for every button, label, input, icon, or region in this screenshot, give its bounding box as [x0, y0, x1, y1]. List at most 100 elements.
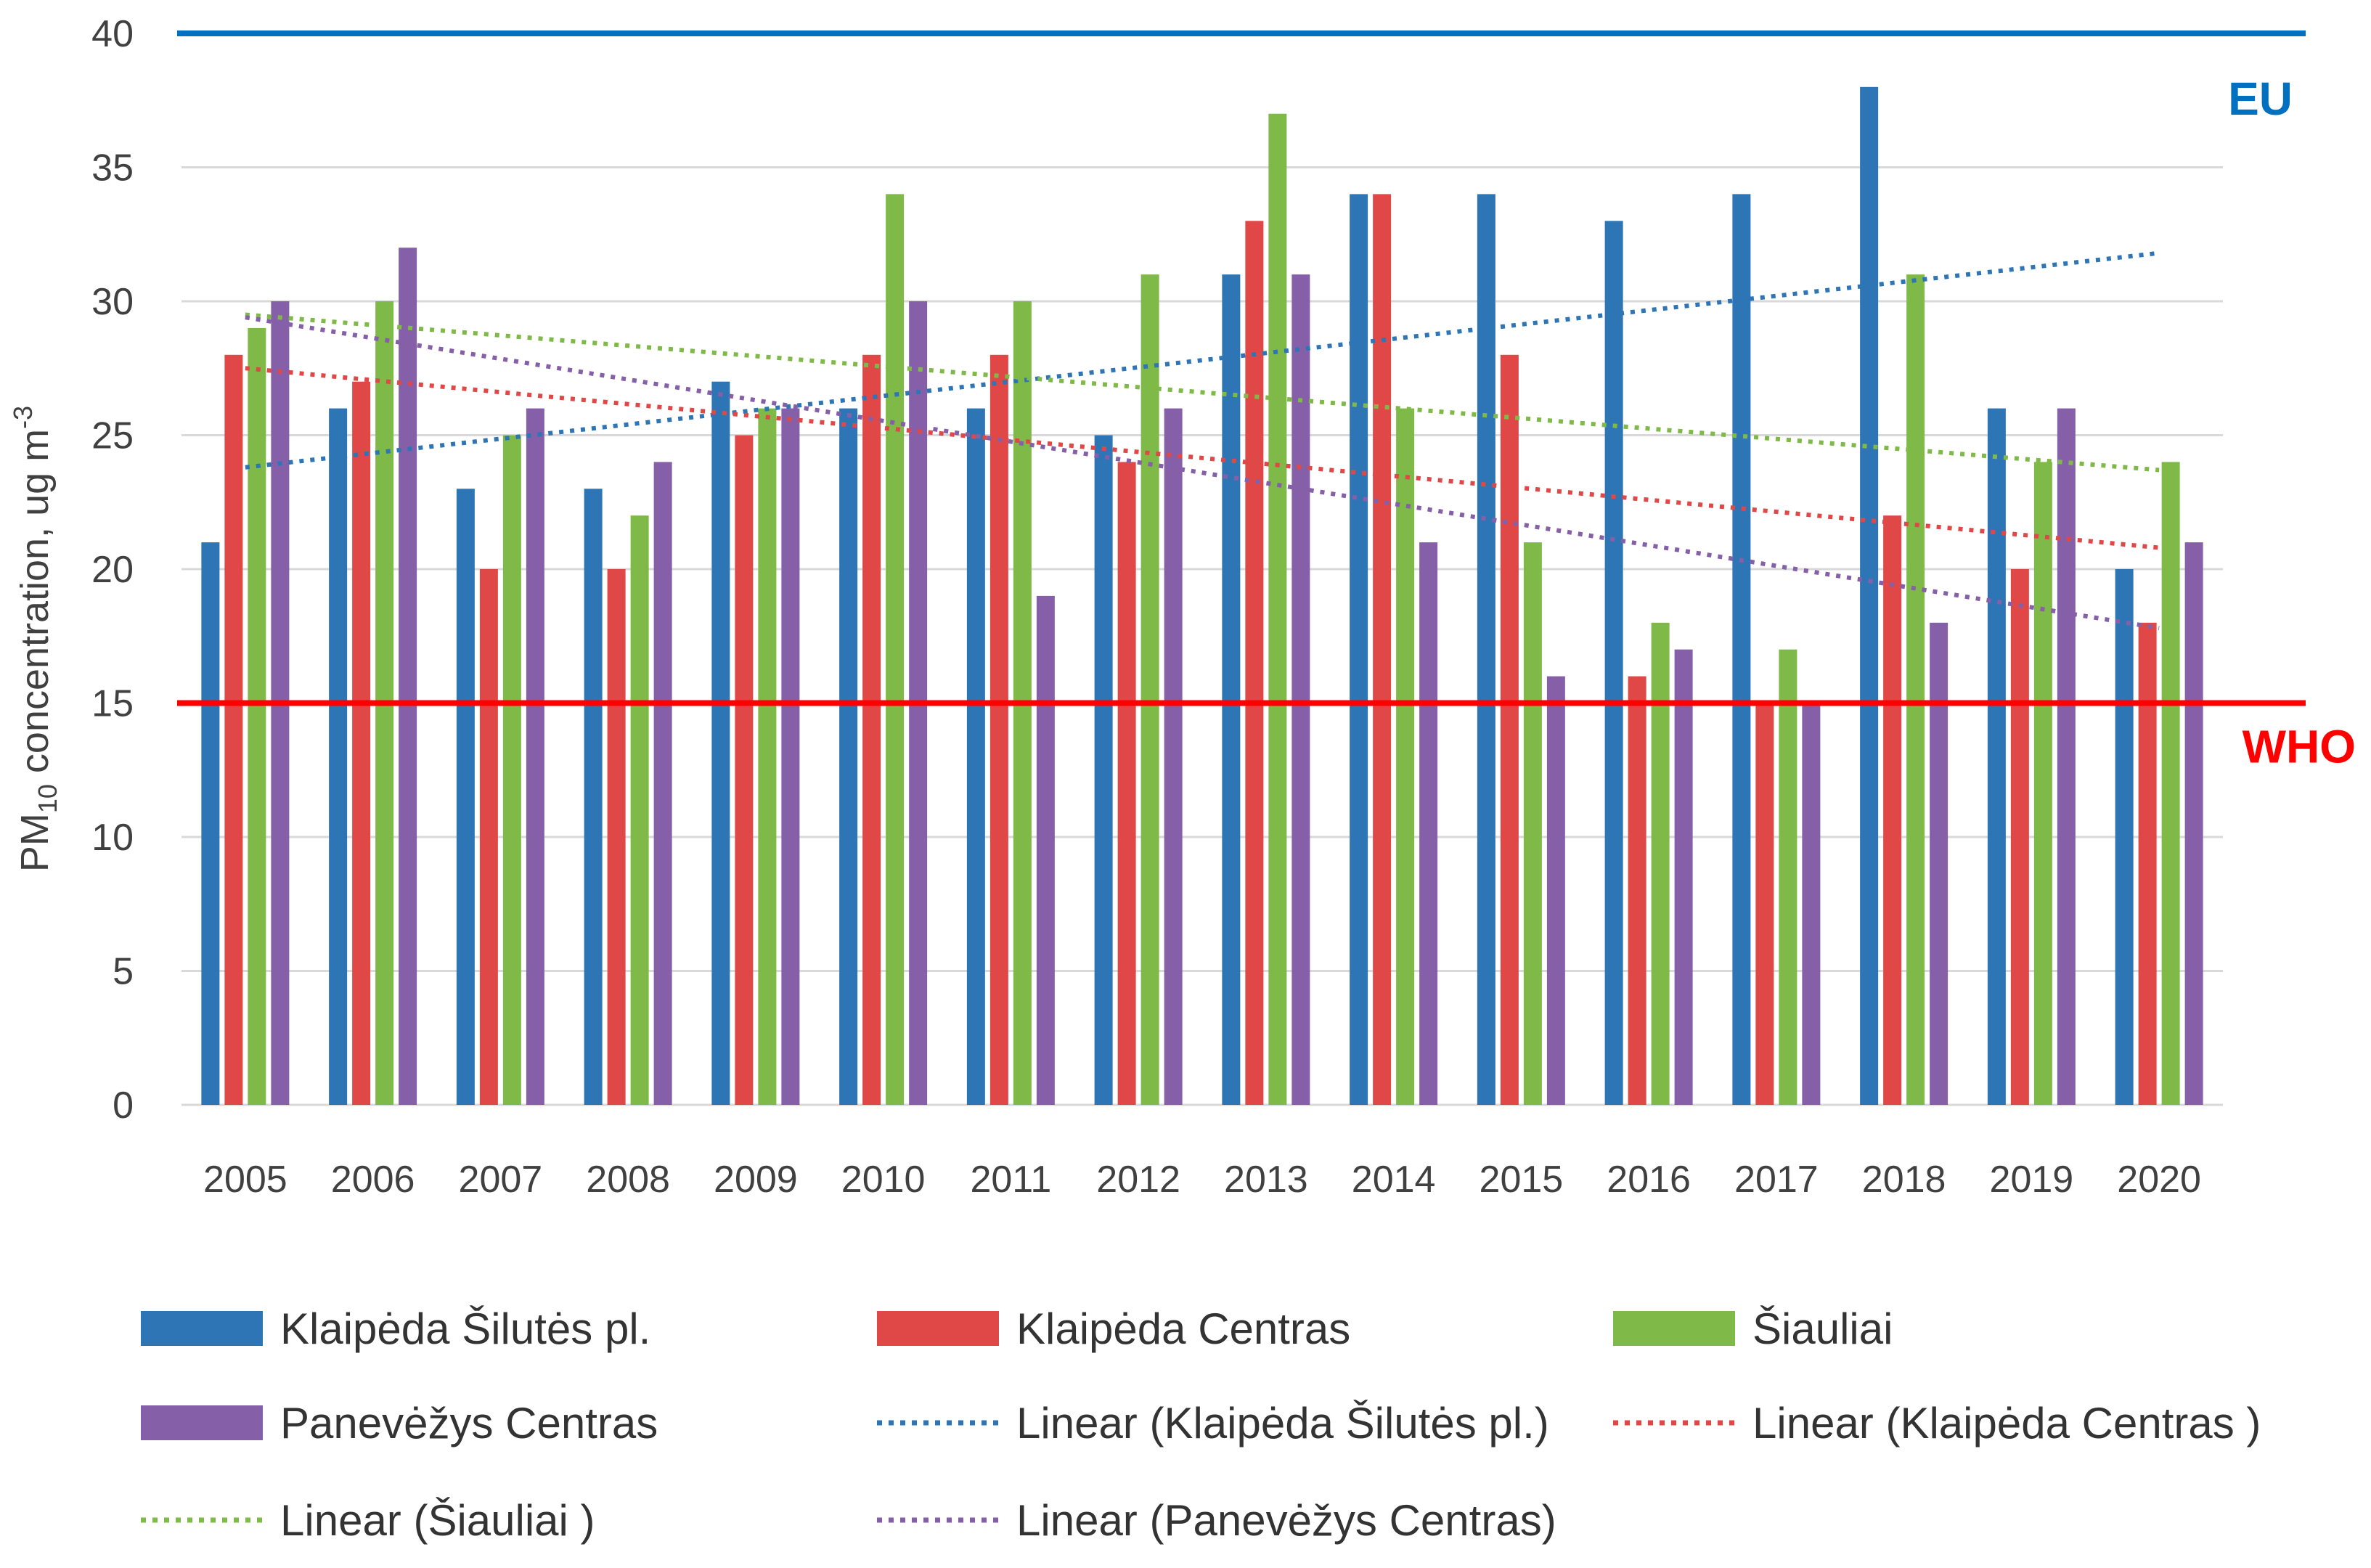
- bar-2015-4: [1546, 676, 1565, 1105]
- y-tick-label: 20: [91, 549, 134, 591]
- x-tick-label: 2018: [1862, 1159, 1946, 1201]
- bar-2020-1: [2115, 569, 2134, 1105]
- bar-2010-1: [839, 408, 858, 1105]
- legend-label: Linear (Panevėžys Centras): [1016, 1496, 1556, 1545]
- legend-label: Panevėžys Centras: [280, 1399, 658, 1447]
- y-axis-title-rest: concentration, ug m: [13, 429, 57, 784]
- bar-2018-4: [1930, 622, 1948, 1105]
- x-tick-label: 2020: [2117, 1159, 2201, 1201]
- x-tick-label: 2014: [1352, 1159, 1436, 1201]
- y-tick-label: 35: [91, 147, 134, 189]
- legend-label: Klaipėda Centras: [1016, 1304, 1350, 1353]
- legend-swatch: [1613, 1311, 1735, 1346]
- bar-2017-2: [1755, 703, 1774, 1105]
- x-tick-label: 2006: [331, 1159, 415, 1201]
- bar-2005-1: [201, 542, 220, 1105]
- bar-2015-3: [1523, 542, 1542, 1105]
- bar-2020-4: [2184, 542, 2203, 1105]
- bar-2010-3: [886, 194, 905, 1105]
- bar-2019-3: [2033, 462, 2052, 1105]
- trendline-4: [245, 315, 2160, 631]
- bar-2012-3: [1140, 274, 1159, 1106]
- legend-swatch: [877, 1311, 999, 1346]
- bar-2005-2: [224, 354, 243, 1105]
- x-tick-label: 2019: [1990, 1159, 2074, 1201]
- x-tick-label: 2011: [970, 1159, 1051, 1201]
- legend-swatch: [141, 1311, 263, 1346]
- x-tick-label: 2007: [459, 1159, 543, 1201]
- bar-2006-1: [329, 408, 348, 1105]
- x-tick-label: 2005: [203, 1159, 287, 1201]
- bars: [201, 86, 2203, 1106]
- legend: Klaipėda Šilutės pl. Klaipėda Centras Šiau…: [141, 1304, 2261, 1545]
- bar-2009-2: [735, 435, 754, 1105]
- trendline-3: [245, 312, 2160, 473]
- bar-2011-1: [966, 408, 985, 1105]
- bar-2007-2: [479, 569, 498, 1105]
- x-axis-ticks: 2005 2006 2007 2008 2009 2010 2011 2012 2013 2014…: [203, 1159, 2201, 1201]
- x-tick-label: 2012: [1096, 1159, 1180, 1201]
- bar-2017-1: [1732, 194, 1751, 1105]
- bar-2018-2: [1883, 515, 1902, 1105]
- bar-2020-2: [2138, 622, 2157, 1105]
- bar-2017-3: [1779, 649, 1797, 1105]
- x-tick-label: 2008: [586, 1159, 670, 1201]
- bar-2016-4: [1674, 649, 1693, 1105]
- bar-2005-3: [248, 327, 266, 1105]
- reference-label-who: WHO: [2243, 721, 2356, 773]
- bar-2014-4: [1419, 542, 1438, 1105]
- bar-2007-4: [526, 408, 544, 1105]
- x-tick-label: 2017: [1734, 1159, 1819, 1201]
- y-tick-label: 25: [91, 415, 134, 457]
- trendline-2: [245, 366, 2160, 550]
- bar-2013-4: [1291, 274, 1310, 1106]
- y-axis-title-main: PM: [13, 813, 57, 872]
- bar-2009-3: [758, 408, 777, 1105]
- legend-label: Šiauliai: [1752, 1304, 1893, 1353]
- bar-2006-2: [352, 381, 371, 1105]
- x-tick-label: 2013: [1224, 1159, 1308, 1201]
- bar-2016-3: [1651, 622, 1670, 1105]
- legend-label: Klaipėda Šilutės pl.: [280, 1304, 650, 1353]
- bar-2014-2: [1373, 194, 1392, 1105]
- bar-2019-2: [2010, 569, 2029, 1105]
- bar-2015-2: [1500, 354, 1519, 1105]
- bar-2018-3: [1906, 274, 1925, 1106]
- trendlines: [245, 250, 2160, 631]
- y-tick-label: 15: [91, 683, 134, 725]
- legend-label: Linear (Šiauliai ): [280, 1496, 595, 1545]
- y-axis-title: PM10 concentration, ug m-3: [8, 406, 62, 872]
- legend-label: Linear (Klaipėda Centras ): [1752, 1399, 2261, 1447]
- x-tick-label: 2009: [714, 1159, 798, 1201]
- bar-2012-1: [1094, 435, 1113, 1105]
- x-tick-label: 2015: [1480, 1159, 1564, 1201]
- bar-2014-3: [1396, 408, 1415, 1105]
- bar-2012-2: [1117, 462, 1136, 1105]
- x-tick-label: 2016: [1607, 1159, 1691, 1201]
- bar-2018-1: [1860, 86, 1879, 1105]
- reference-lines: EU WHO: [177, 30, 2356, 773]
- bar-2008-3: [630, 515, 649, 1105]
- y-axis-title-sup: -3: [8, 406, 38, 429]
- bar-2012-4: [1164, 408, 1183, 1105]
- x-tick-label: 2010: [841, 1159, 926, 1201]
- trendline-1: [245, 250, 2160, 470]
- bar-2013-3: [1268, 113, 1287, 1106]
- bar-2009-1: [711, 381, 730, 1105]
- bar-2019-4: [2057, 408, 2076, 1105]
- bar-2010-2: [862, 354, 881, 1105]
- bar-2011-2: [989, 354, 1008, 1105]
- bar-2009-4: [781, 408, 800, 1105]
- bar-2008-1: [584, 489, 603, 1105]
- legend-swatch: [141, 1405, 263, 1440]
- bar-2007-1: [456, 489, 475, 1105]
- y-tick-label: 10: [91, 817, 134, 859]
- bar-2015-1: [1477, 194, 1495, 1105]
- y-tick-label: 30: [91, 281, 134, 323]
- bar-2019-1: [1987, 408, 2006, 1105]
- bar-2007-3: [502, 435, 521, 1105]
- y-axis-title-sub: 10: [33, 784, 62, 813]
- bar-2008-2: [607, 569, 626, 1105]
- y-axis-ticks: 0 5 10 15 20 25 30 35 40: [91, 13, 134, 1127]
